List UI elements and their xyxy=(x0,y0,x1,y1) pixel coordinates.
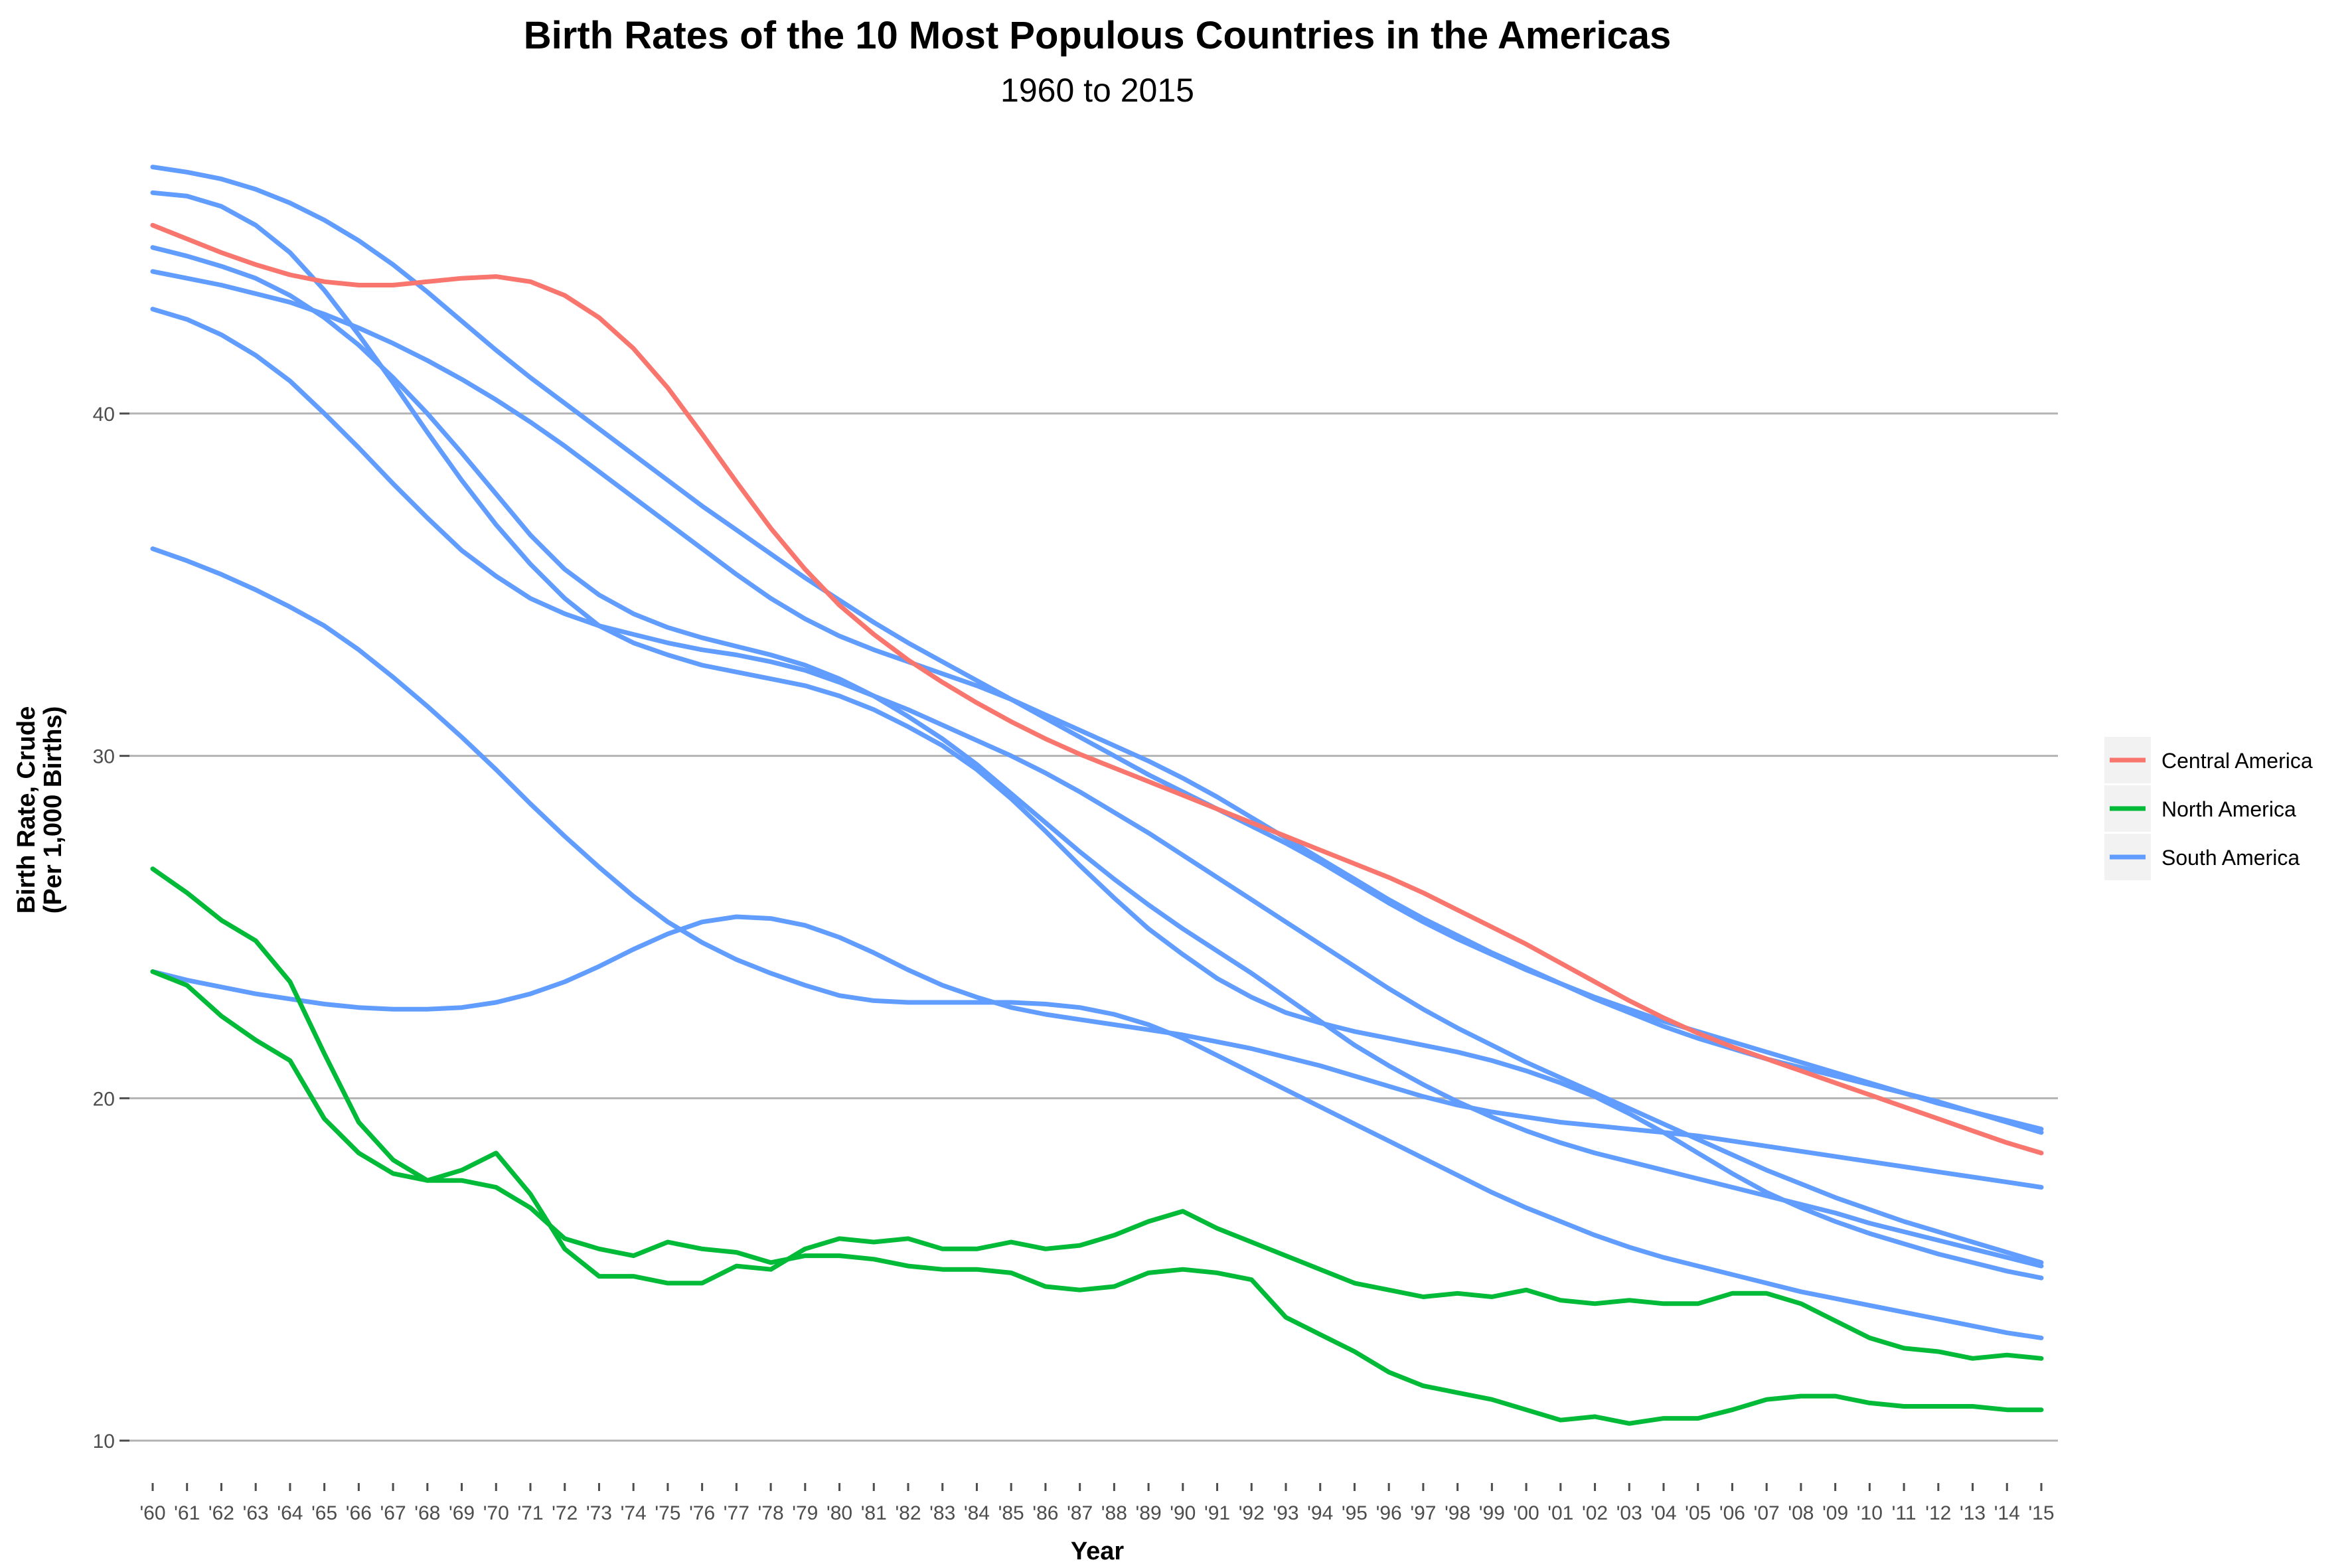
series-line-0 xyxy=(150,165,2044,1132)
x-tick-label: '91 xyxy=(1204,1502,1230,1524)
x-tick-label: '84 xyxy=(964,1502,990,1524)
x-tick-label: '74 xyxy=(621,1502,647,1524)
legend-label: North America xyxy=(2161,797,2296,821)
x-tick-label: '12 xyxy=(1925,1502,1951,1524)
x-axis-title: Year xyxy=(1071,1537,1125,1565)
x-tick-label: '03 xyxy=(1616,1502,1642,1524)
series-line-6 xyxy=(150,914,2044,1190)
x-tick-label: '89 xyxy=(1136,1502,1162,1524)
y-tick-label: 10 xyxy=(93,1431,115,1452)
x-tick-label: '92 xyxy=(1239,1502,1265,1524)
x-tick-label: '02 xyxy=(1582,1502,1608,1524)
x-tick-label: '65 xyxy=(311,1502,337,1524)
x-tick-label: '04 xyxy=(1650,1502,1676,1524)
x-tick-label: '62 xyxy=(208,1502,234,1524)
y-axis-title-line2: (Per 1,000 Births) xyxy=(39,706,67,914)
x-tick-label: '69 xyxy=(449,1502,475,1524)
x-tick-label: '64 xyxy=(277,1502,303,1524)
y-tick-label: 30 xyxy=(93,746,115,768)
series-line-1 xyxy=(150,190,2044,1281)
x-tick-label: '80 xyxy=(826,1502,852,1524)
x-tick-label: '98 xyxy=(1445,1502,1470,1524)
x-tick-label: '86 xyxy=(1032,1502,1058,1524)
y-axis-title-line1: Birth Rate, Crude xyxy=(13,706,40,913)
x-tick-label: '97 xyxy=(1410,1502,1436,1524)
x-tick-label: '11 xyxy=(1892,1502,1917,1524)
x-tick-label: '72 xyxy=(552,1502,578,1524)
x-tick-label: '14 xyxy=(1994,1502,2020,1524)
x-tick-label: '82 xyxy=(895,1502,921,1524)
y-axis-ticks: 10 20 30 40 xyxy=(93,404,129,1452)
series-line-2 xyxy=(150,245,2044,1269)
y-tick-label: 20 xyxy=(93,1088,115,1110)
x-tick-label: '81 xyxy=(861,1502,887,1524)
x-tick-label: '78 xyxy=(758,1502,784,1524)
series-line-8 xyxy=(150,866,2044,1361)
x-tick-label: '00 xyxy=(1514,1502,1539,1524)
series-line-9 xyxy=(150,969,2044,1426)
x-tick-label: '95 xyxy=(1342,1502,1368,1524)
legend: Central America North America South Americ… xyxy=(2104,737,2313,880)
x-tick-label: '71 xyxy=(517,1502,543,1524)
x-tick-label: '09 xyxy=(1822,1502,1848,1524)
x-tick-label: '76 xyxy=(689,1502,715,1524)
series-lines xyxy=(150,165,2044,1426)
x-tick-label: '01 xyxy=(1547,1502,1573,1524)
x-tick-label: '07 xyxy=(1754,1502,1780,1524)
x-tick-label: '90 xyxy=(1170,1502,1196,1524)
series-line-7 xyxy=(150,222,2044,1156)
x-tick-label: '66 xyxy=(346,1502,372,1524)
legend-label: Central America xyxy=(2161,749,2313,773)
x-tick-label: '15 xyxy=(2028,1502,2054,1524)
chart-title: Birth Rates of the 10 Most Populous Coun… xyxy=(524,14,1671,57)
x-tick-label: '87 xyxy=(1067,1502,1093,1524)
gridlines xyxy=(129,412,2058,1442)
x-tick-label: '68 xyxy=(414,1502,440,1524)
x-tick-label: '85 xyxy=(998,1502,1024,1524)
series-line-3 xyxy=(150,269,2044,1135)
x-tick-label: '61 xyxy=(174,1502,200,1524)
x-tick-label: '79 xyxy=(792,1502,818,1524)
series-line-4 xyxy=(150,307,2044,1265)
x-tick-label: '93 xyxy=(1273,1502,1298,1524)
x-tick-label: '94 xyxy=(1307,1502,1333,1524)
x-tick-label: '99 xyxy=(1479,1502,1505,1524)
legend-label: South America xyxy=(2161,846,2300,870)
chart-subtitle: 1960 to 2015 xyxy=(1000,72,1194,109)
x-tick-label: '96 xyxy=(1376,1502,1402,1524)
series-line-5 xyxy=(150,546,2044,1340)
x-tick-label: '05 xyxy=(1685,1502,1711,1524)
x-tick-label: '08 xyxy=(1788,1502,1814,1524)
x-tick-label: '63 xyxy=(243,1502,269,1524)
y-axis-title: Birth Rate, Crude (Per 1,000 Births) xyxy=(13,706,67,914)
x-tick-label: '10 xyxy=(1857,1502,1883,1524)
x-tick-label: '77 xyxy=(724,1502,749,1524)
y-tick-label: 40 xyxy=(93,404,115,426)
x-tick-label: '67 xyxy=(380,1502,406,1524)
x-tick-label: '75 xyxy=(655,1502,680,1524)
x-tick-label: '13 xyxy=(1960,1502,1986,1524)
x-tick-label: '73 xyxy=(586,1502,612,1524)
x-axis-ticks: '60 '61 '62 '63 '64 '65 '66 '67 '68 '69 '70 '71 '72 '… xyxy=(139,1483,2055,1524)
x-tick-label: '60 xyxy=(139,1502,165,1524)
x-tick-label: '06 xyxy=(1719,1502,1745,1524)
x-tick-label: '83 xyxy=(929,1502,955,1524)
x-tick-label: '70 xyxy=(483,1502,509,1524)
x-tick-label: '88 xyxy=(1101,1502,1127,1524)
